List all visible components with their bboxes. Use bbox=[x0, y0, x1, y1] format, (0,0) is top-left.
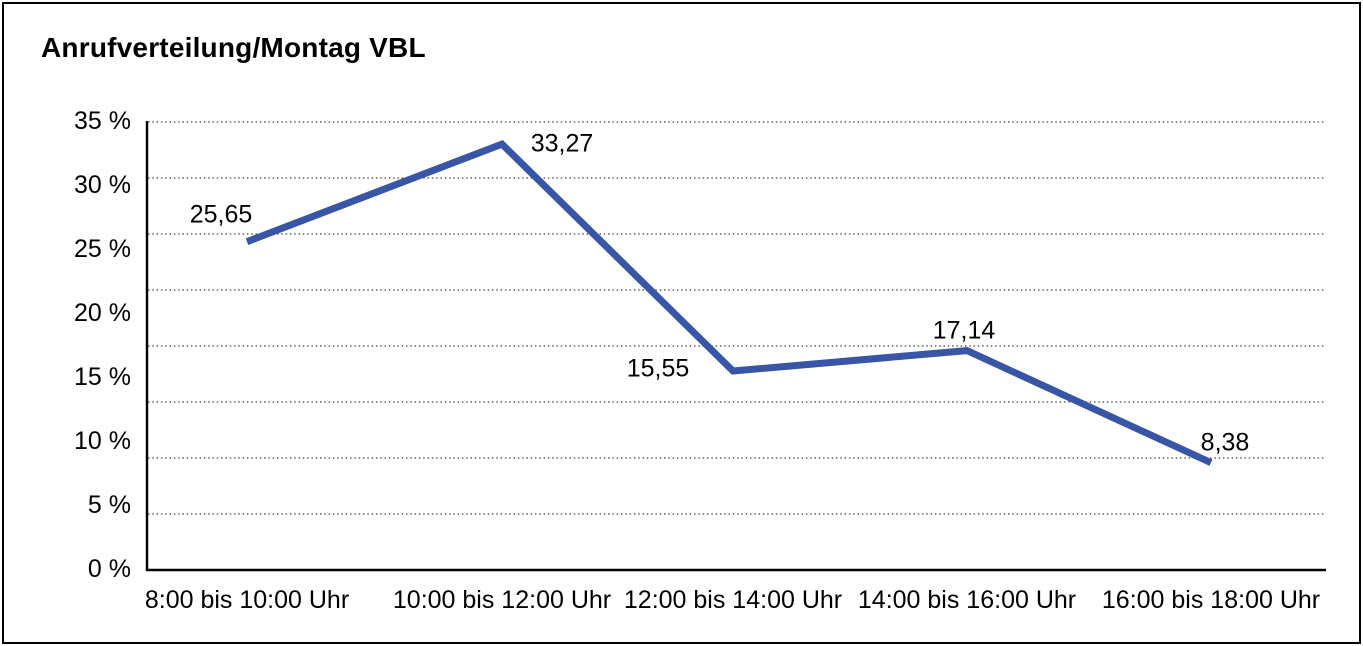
line-chart-canvas bbox=[145, 121, 1326, 572]
y-axis-tick-label: 20 % bbox=[74, 298, 131, 327]
chart-title: Anrufverteilung/Montag VBL bbox=[41, 32, 426, 63]
y-axis-tick-label: 5 % bbox=[87, 490, 131, 519]
series-line bbox=[245, 140, 1213, 466]
data-point-label: 8,38 bbox=[1200, 428, 1250, 457]
data-point-label: 17,14 bbox=[932, 316, 996, 345]
data-point-label: 25,65 bbox=[189, 200, 253, 229]
x-axis-category-label: 10:00 bis 12:00 Uhr bbox=[392, 586, 612, 614]
y-axis-tick-label: 15 % bbox=[74, 362, 131, 391]
y-axis-tick-label: 35 % bbox=[74, 106, 131, 135]
y-axis-tick-label: 10 % bbox=[74, 426, 131, 455]
x-axis-category-label: 12:00 bis 14:00 Uhr bbox=[623, 586, 843, 614]
y-axis-tick-label: 30 % bbox=[74, 170, 131, 199]
y-axis-tick-label: 25 % bbox=[74, 234, 131, 263]
y-axis-tick-label: 0 % bbox=[87, 554, 131, 583]
x-axis-category-label: 8:00 bis 10:00 Uhr bbox=[144, 586, 350, 614]
x-axis-category-label: 14:00 bis 16:00 Uhr bbox=[857, 586, 1077, 614]
x-axis-category-label: 16:00 bis 18:00 Uhr bbox=[1101, 586, 1321, 614]
data-point-label: 33,27 bbox=[530, 129, 594, 158]
data-point-label: 15,55 bbox=[626, 354, 690, 383]
